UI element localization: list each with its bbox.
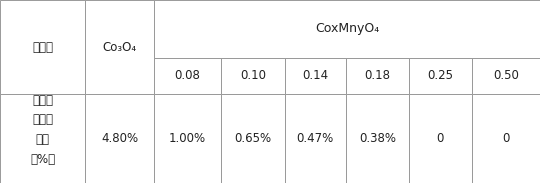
Bar [409, 94, 472, 183]
Bar [221, 94, 285, 183]
Bar [285, 58, 346, 94]
Text: 0.08: 0.08 [175, 69, 200, 83]
Bar [221, 58, 285, 94]
Text: 0.10: 0.10 [240, 69, 266, 83]
Bar [0, 94, 85, 183]
Text: CoxMnyO₄: CoxMnyO₄ [315, 22, 379, 35]
Text: 最高选: 最高选 [32, 113, 53, 126]
Text: 三氯苯: 三氯苯 [32, 94, 53, 107]
Text: 0.50: 0.50 [493, 69, 519, 83]
Bar [154, 94, 221, 183]
Bar [0, 0, 85, 94]
Text: 0.18: 0.18 [364, 69, 390, 83]
Text: 0.38%: 0.38% [359, 132, 396, 145]
Bar [472, 94, 540, 183]
Text: 嵔化剂: 嵔化剂 [32, 41, 53, 54]
Text: 0: 0 [502, 132, 510, 145]
Bar [154, 58, 221, 94]
Bar [85, 0, 154, 94]
Bar [472, 58, 540, 94]
Text: 1.00%: 1.00% [169, 132, 206, 145]
Bar [85, 94, 154, 183]
Text: 0.14: 0.14 [302, 69, 328, 83]
Text: Co₃O₄: Co₃O₄ [103, 41, 137, 54]
Text: 0.65%: 0.65% [234, 132, 272, 145]
Text: 0.25: 0.25 [427, 69, 454, 83]
Bar [154, 0, 540, 58]
Text: 0.47%: 0.47% [297, 132, 334, 145]
Bar [409, 58, 472, 94]
Bar [346, 58, 409, 94]
Bar [285, 94, 346, 183]
Text: 4.80%: 4.80% [101, 132, 138, 145]
Text: （%）: （%） [30, 153, 55, 166]
Text: 0: 0 [437, 132, 444, 145]
Text: 择性: 择性 [36, 133, 50, 146]
Bar [346, 94, 409, 183]
